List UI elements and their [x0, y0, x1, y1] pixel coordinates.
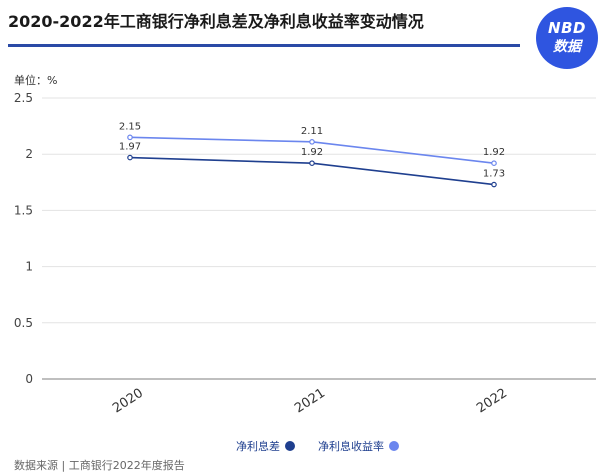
unit-label: 单位：% [14, 74, 58, 87]
legend-label-1: 净利息差 [236, 440, 280, 453]
data-point-2-2020 [127, 134, 133, 141]
data-point-2-2021 [309, 139, 315, 145]
legend-label-2: 净利息收益率 [318, 440, 384, 453]
legend-item-1: 净利息差 [236, 438, 295, 454]
data-point-1-2022 [491, 181, 497, 188]
data-label-2-2021: 2.11 [301, 126, 323, 137]
data-label-1-2020: 1.97 [119, 142, 141, 153]
legend-swatch-1 [285, 441, 295, 451]
chart-title: 2020-2022年工商银行净利息差及净利息收益率变动情况 [8, 12, 424, 31]
data-point-1-2020 [127, 154, 133, 161]
y-tick-label-1: 1 [25, 260, 33, 274]
y-tick-label-0.5: 0.5 [14, 316, 33, 330]
y-tick-label-2.5: 2.5 [14, 91, 33, 105]
data-point-2-2022 [491, 160, 497, 166]
y-tick-label-0: 0 [25, 372, 33, 386]
y-tick-label-2: 2 [25, 147, 33, 161]
data-label-1-2022: 1.73 [483, 169, 505, 180]
data-point-1-2021 [309, 160, 315, 166]
legend-swatch-2 [389, 441, 399, 451]
badge-line1: NBD [548, 19, 586, 37]
x-tick-label-2021: 2021 [292, 386, 328, 417]
x-tick-label-2020: 2020 [110, 386, 146, 417]
data-label-1-2021: 1.92 [301, 147, 323, 158]
title-underline [8, 44, 520, 47]
nbd-logo-badge: NBD 数据 [536, 7, 598, 69]
badge-line2: 数据 [553, 39, 581, 55]
data-label-2-2020: 2.15 [119, 121, 141, 132]
data-source: 数据来源 | 工商银行2022年度报告 [14, 459, 185, 472]
x-tick-label-2022: 2022 [474, 386, 510, 417]
legend-item-2: 净利息收益率 [318, 438, 399, 454]
y-tick-label-1.5: 1.5 [14, 203, 33, 217]
data-label-2-2022: 1.92 [483, 147, 505, 158]
